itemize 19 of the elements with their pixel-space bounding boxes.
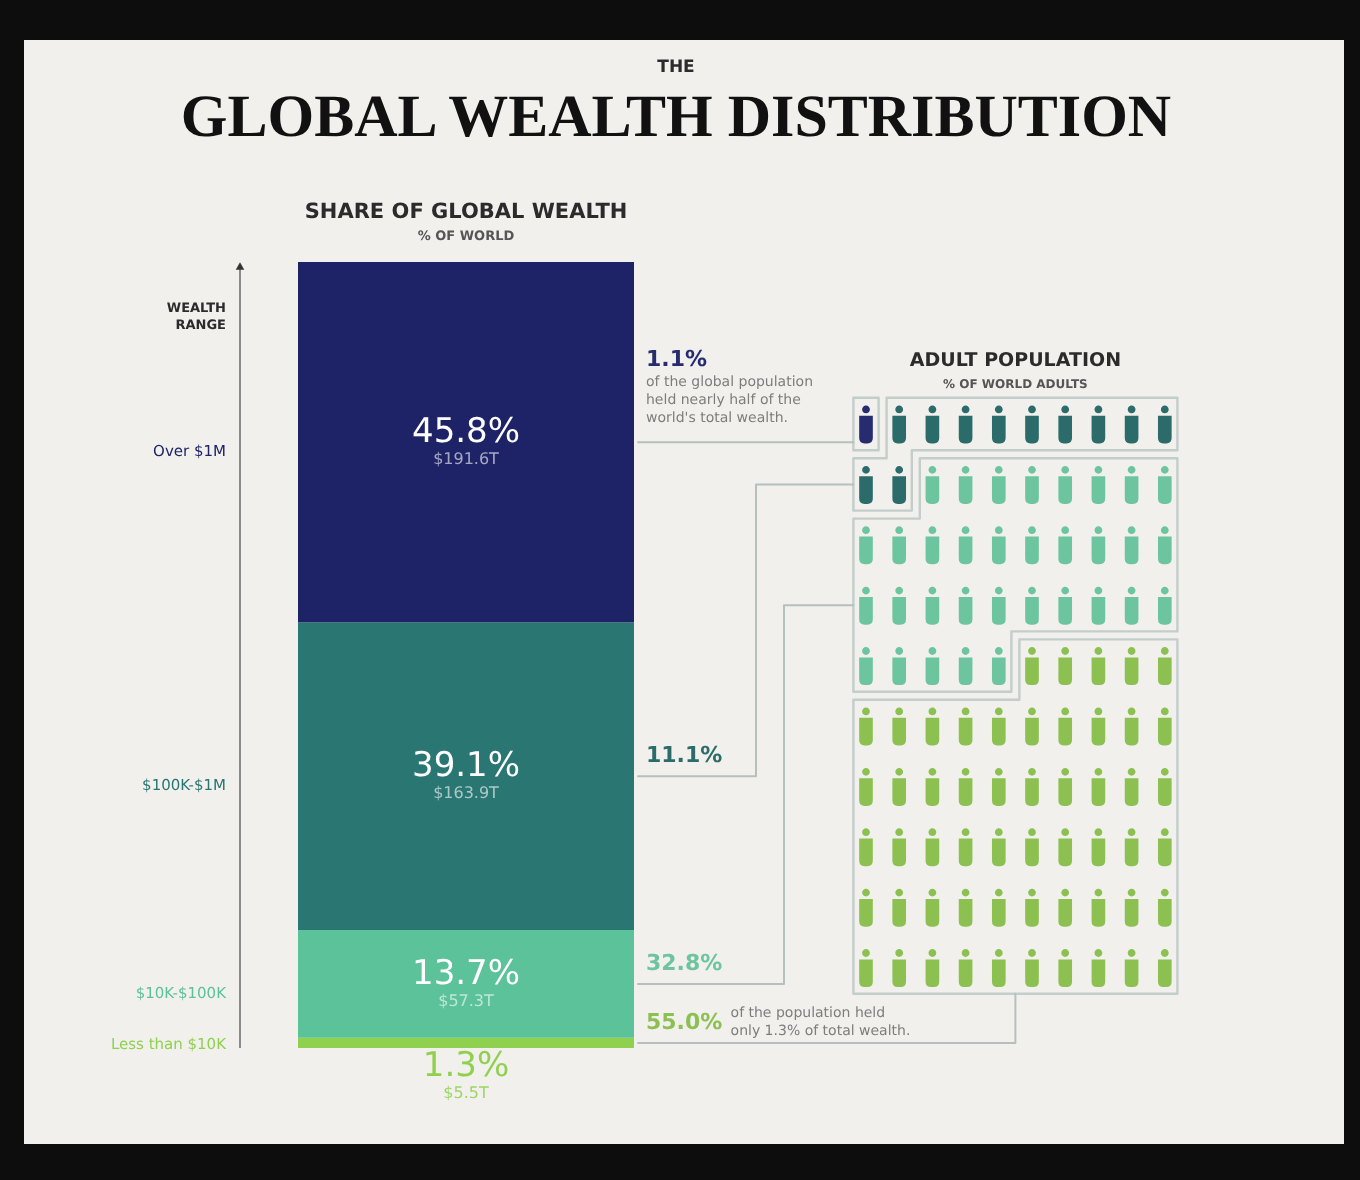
annotation: $191.6T	[433, 450, 500, 469]
text: THE GLOBAL WEALTH DISTRIBUTION	[180, 58, 1172, 150]
bar	[298, 622, 634, 930]
data-label: 1.3%	[422, 1046, 510, 1086]
bar	[298, 1037, 634, 1048]
data-label: 11.1%	[646, 742, 723, 769]
text: ADULT POPULATION	[909, 350, 1122, 372]
data-label: 1.1%	[646, 346, 708, 373]
data-label: 39.1%	[411, 746, 521, 787]
bar	[298, 262, 634, 623]
chart-title: SHARE OF GLOBAL WEALTH	[304, 200, 628, 224]
annotation: $57.3T	[438, 991, 495, 1010]
data-label: 32.8%	[646, 949, 723, 976]
annotation: $163.9T	[433, 784, 500, 803]
data-label: 55.0%	[646, 1008, 723, 1035]
data-label: 13.7%	[411, 953, 521, 994]
text: $5.5T	[443, 1084, 489, 1102]
bar	[298, 929, 634, 1038]
data-label: 45.8%	[411, 412, 521, 453]
